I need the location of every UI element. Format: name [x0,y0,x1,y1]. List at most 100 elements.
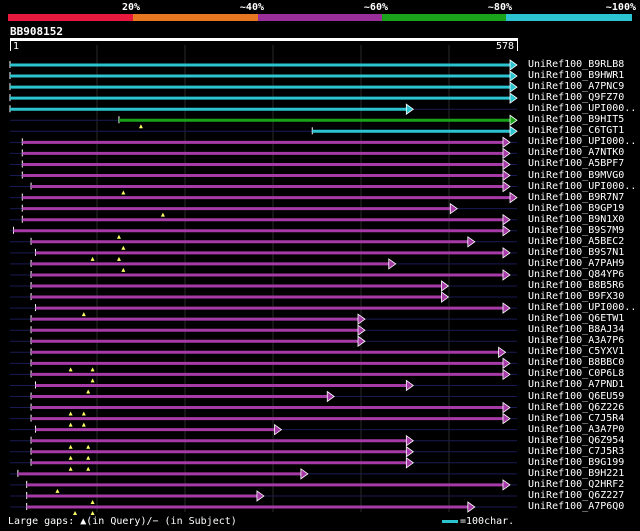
hit-label[interactable]: UniRef100_B9RLB8 [528,59,625,70]
hit-label[interactable]: UniRef100_A7NTK0 [528,147,625,159]
hit-arrow [405,379,415,392]
hit-arrow [357,335,366,348]
hit-label[interactable]: UniRef100_B9G199 [528,456,625,468]
hit-arrow [467,236,476,248]
hit-label[interactable]: UniRef100_B9HWR1 [528,70,625,82]
hit-label[interactable]: UniRef100_B9S7M9 [528,224,625,236]
hit-arrow [357,324,366,336]
hit-label[interactable]: UniRef100_B9GP19 [528,202,625,214]
gap-marker [68,411,73,416]
hit-label[interactable]: UniRef100_A7PAH9 [528,257,625,269]
hit-label[interactable]: UniRef100_Q6Z954 [528,434,625,446]
gap-marker [90,378,95,383]
hit-label[interactable]: UniRef100_B9HIT5 [528,114,625,126]
gap-marker [90,499,95,504]
hit-label[interactable]: UniRef100_C5YXV1 [528,346,625,358]
hit-arrow [405,445,415,458]
legend-label-20: 20% [121,2,140,13]
hit-label[interactable]: UniRef100_B9FX30 [528,291,625,303]
hit-label[interactable]: UniRef100_Q6EU59 [528,390,625,402]
gap-marker [68,466,73,471]
hit-arrow [502,213,511,226]
hit-label[interactable]: UniRef100_C7J5R4 [528,412,625,424]
hit-label[interactable]: UniRef100_A7P6Q0 [528,501,625,512]
gap-marker [86,466,91,471]
hit-label[interactable]: UniRef100_B8AJ34 [528,324,625,336]
hit-arrow [502,368,511,381]
hit-label[interactable]: UniRef100_Q6Z226 [528,401,625,413]
hit-arrow [449,202,458,215]
ruler-start-label: 1 [13,41,20,52]
scale-label: =100char. [460,516,515,527]
hit-arrow [498,346,507,359]
hit-arrow [502,224,511,237]
gap-marker [81,411,86,416]
hit-label[interactable]: UniRef100_B9H221 [528,467,625,479]
hit-label[interactable]: UniRef100_B8BBC0 [528,357,625,369]
ruler-start-tick [10,41,11,51]
gap-marker [81,422,86,427]
gap-marker [121,190,126,195]
hit-label[interactable]: UniRef100_A3A7P0 [528,423,625,435]
gap-marker [86,389,91,394]
legend-bar-20 [8,14,133,21]
hit-label[interactable]: UniRef100_UPI000.. [528,180,637,192]
hit-arrow [405,103,415,115]
scale-bar [442,519,458,523]
hit-arrow [509,191,518,204]
hit-label[interactable]: UniRef100_B9MVG0 [528,169,625,181]
hit-label[interactable]: UniRef100_Q6ETW1 [528,313,625,325]
hit-label[interactable]: UniRef100_A7PNC9 [528,81,625,93]
hit-arrow [502,269,511,281]
legend-label-40: ~40% [239,2,264,13]
legend-label-100: ~100% [605,2,636,13]
ruler-end-label: 578 [496,41,515,52]
hit-label[interactable]: UniRef100_C0P6L8 [528,368,625,380]
hit-label[interactable]: UniRef100_Q2HRF2 [528,478,625,490]
hit-label[interactable]: UniRef100_Q84YP6 [528,268,625,280]
gap-marker [90,511,95,515]
gap-marker [68,422,73,427]
gap-marker [160,212,165,217]
legend-label-60: ~60% [363,2,388,13]
hit-label[interactable]: UniRef100_B9R7N7 [528,191,625,203]
gap-marker [138,124,143,129]
hit-arrow [502,136,511,149]
hit-arrow [256,490,265,502]
hit-label[interactable]: UniRef100_A7PND1 [528,379,625,391]
hit-label[interactable]: UniRef100_A5BPF7 [528,158,625,170]
gap-marker [90,367,95,372]
hit-label[interactable]: UniRef100_C6TGT1 [528,125,625,137]
hit-label[interactable]: UniRef100_C7J5R3 [528,445,625,457]
hit-label[interactable]: UniRef100_B8B5R6 [528,280,625,291]
hit-arrow [502,247,511,259]
ruler-end-tick [517,41,518,51]
gap-marker [116,256,121,261]
hit-arrow [502,158,511,171]
hit-label[interactable]: UniRef100_Q6Z227 [528,489,625,501]
hit-arrow [388,258,397,270]
hit-arrow [274,423,283,436]
gap-marker [121,267,126,272]
hit-label[interactable]: UniRef100_A3A7P6 [528,335,625,347]
hit-label[interactable]: UniRef100_B9N1X0 [528,213,625,225]
hit-arrow [502,147,511,160]
hit-label[interactable]: UniRef100_UPI000.. [528,103,637,115]
hit-arrow [509,59,518,71]
hit-arrow [502,169,511,182]
hit-label[interactable]: UniRef100_Q9FZ70 [528,92,625,104]
hit-arrow [509,92,518,104]
hit-label[interactable]: UniRef100_A5BEC2 [528,235,625,247]
hit-label[interactable]: UniRef100_UPI000.. [528,136,637,148]
hit-arrow [300,468,309,480]
hit-label[interactable]: UniRef100_B9S7N1 [528,246,625,258]
gap-legend: Large gaps: ▲(in Query)/− (in Subject) [8,516,237,527]
hit-arrow [405,434,415,447]
hit-arrow [502,180,511,193]
scale-legend: =100char. [442,516,514,527]
hit-label[interactable]: UniRef100_UPI000.. [528,302,637,314]
legend-bar-100 [506,14,632,21]
gap-marker [81,312,86,317]
gap-marker [121,245,126,250]
